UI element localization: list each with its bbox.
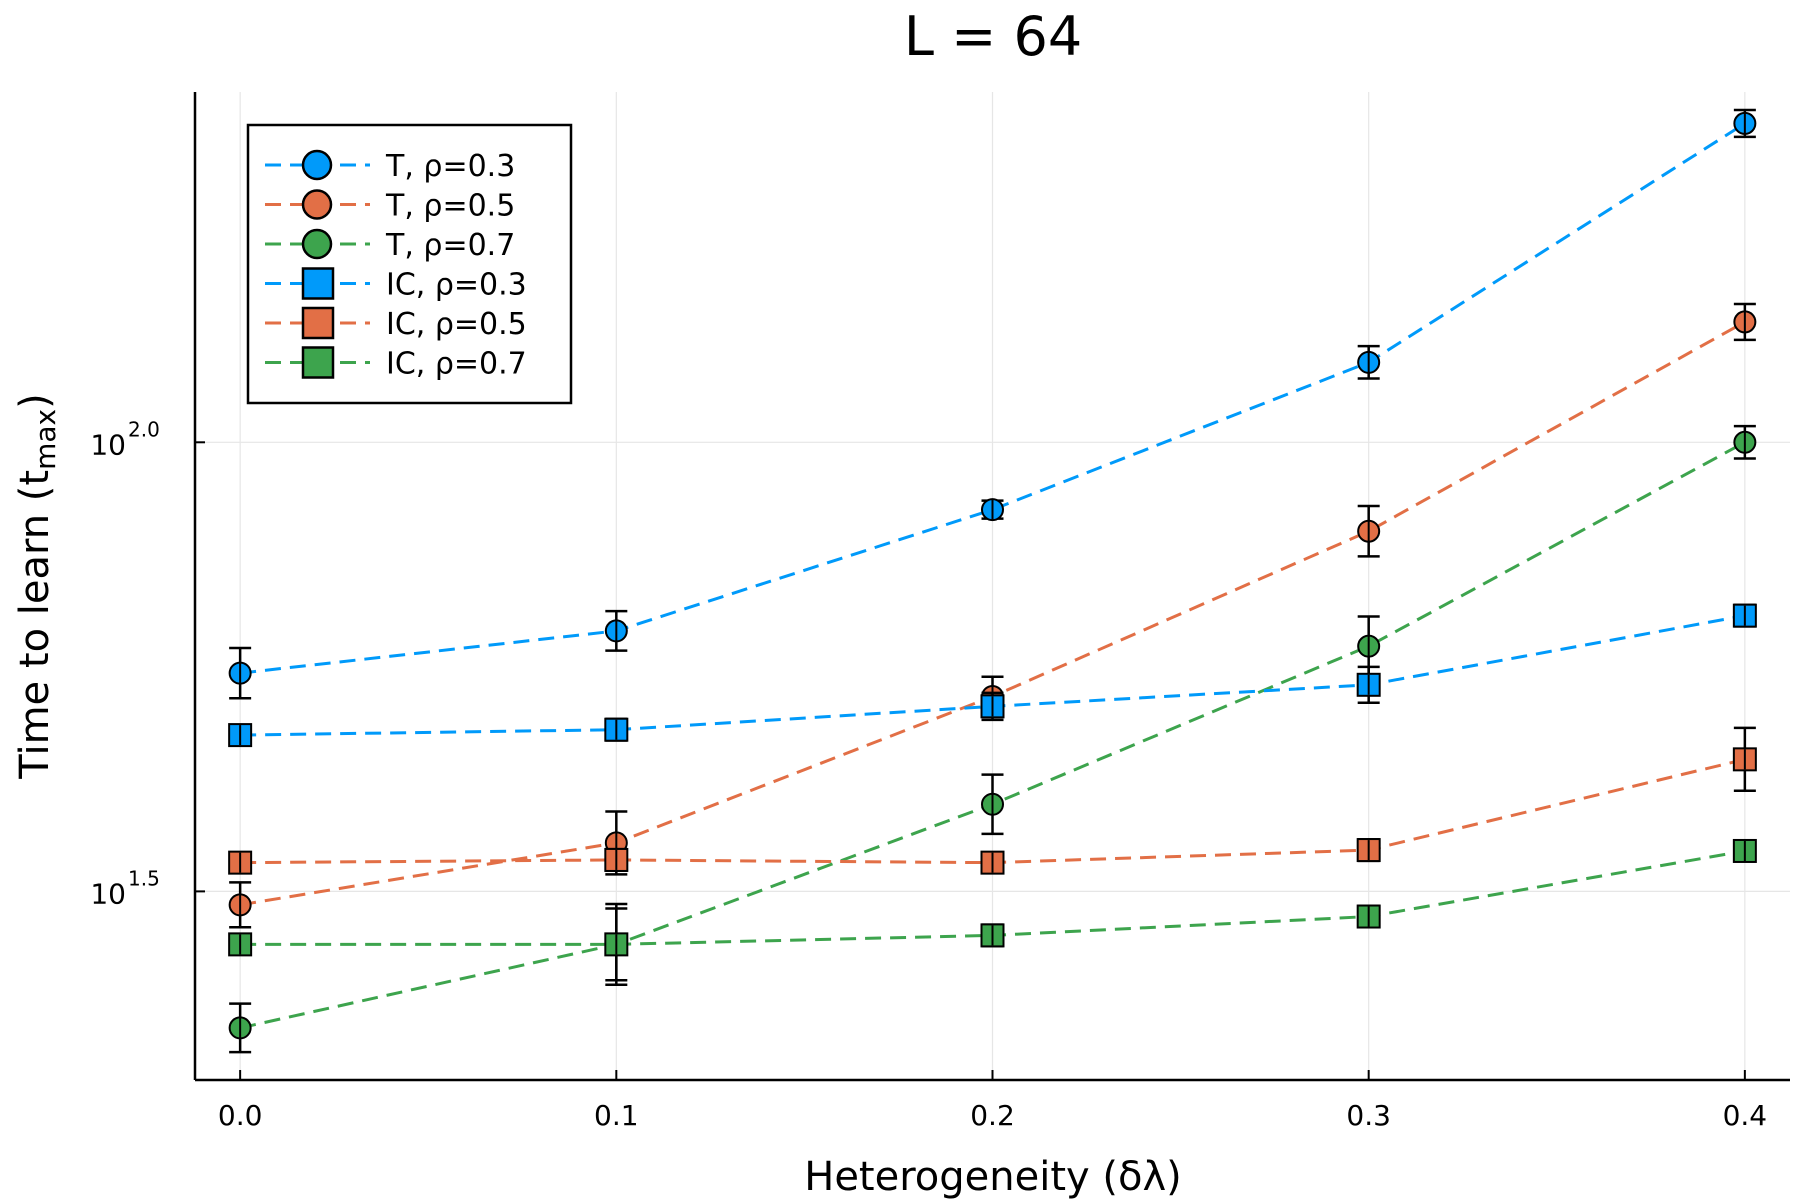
x-tick-label: 0.4: [1723, 1099, 1768, 1132]
ticks: 0.0 0.1 0.2 0.3 0.410 1.510 2.0: [90, 417, 1767, 1132]
x-tick-label: 0.0: [218, 1099, 263, 1132]
legend-marker: [301, 189, 333, 220]
y-tick-exponent: 1.5: [128, 866, 160, 890]
legend-item-5: IC, ρ=0.5: [265, 306, 527, 342]
legend-label: T, ρ=0.5: [385, 189, 515, 224]
y-axis-label-subscript: max: [29, 409, 62, 470]
legend-marker: [301, 149, 333, 181]
legend-marker: [301, 228, 333, 260]
legend-item-4: IC, ρ=0.3: [265, 267, 527, 303]
chart-title: L = 64: [904, 5, 1082, 68]
y-tick-label: 10: [90, 428, 126, 461]
x-tick-label: 0.1: [594, 1099, 639, 1132]
legend-label: T, ρ=0.7: [385, 228, 515, 263]
legend-label: IC, ρ=0.5: [386, 307, 527, 342]
legend-marker: [301, 306, 335, 340]
legend-item-1: T, ρ=0.3: [265, 149, 515, 184]
legend-marker: [301, 267, 335, 300]
legend-label: IC, ρ=0.7: [386, 347, 527, 382]
series-5: [228, 726, 1757, 875]
legend-item-3: T, ρ=0.7: [265, 228, 515, 263]
series-6: [228, 838, 1757, 982]
x-axis-label: Heterogeneity (δλ): [804, 1154, 1182, 1200]
legend-label: IC, ρ=0.3: [386, 268, 527, 303]
y-tick-label: 10: [90, 877, 126, 910]
series-3: [228, 424, 1757, 1054]
x-tick-label: 0.2: [970, 1099, 1015, 1132]
legend-label: T, ρ=0.3: [385, 149, 515, 184]
legend-item-6: IC, ρ=0.7: [265, 346, 527, 382]
legend-item-2: T, ρ=0.5: [265, 189, 515, 224]
legend-marker: [301, 346, 335, 379]
series-layer: [228, 108, 1757, 1054]
grid: [195, 92, 1790, 1080]
series-line: [239, 122, 1746, 675]
x-tick-label: 0.3: [1346, 1099, 1391, 1132]
y-axis-label: Time to learn (tmax): [12, 393, 62, 779]
series-4: [228, 603, 1757, 748]
series-1: [228, 108, 1757, 700]
legend: T, ρ=0.3 T, ρ=0.5 T, ρ=0.7 IC, ρ=0.3 IC, ρ=0…: [246, 123, 573, 405]
y-tick-exponent: 2.0: [128, 417, 160, 441]
